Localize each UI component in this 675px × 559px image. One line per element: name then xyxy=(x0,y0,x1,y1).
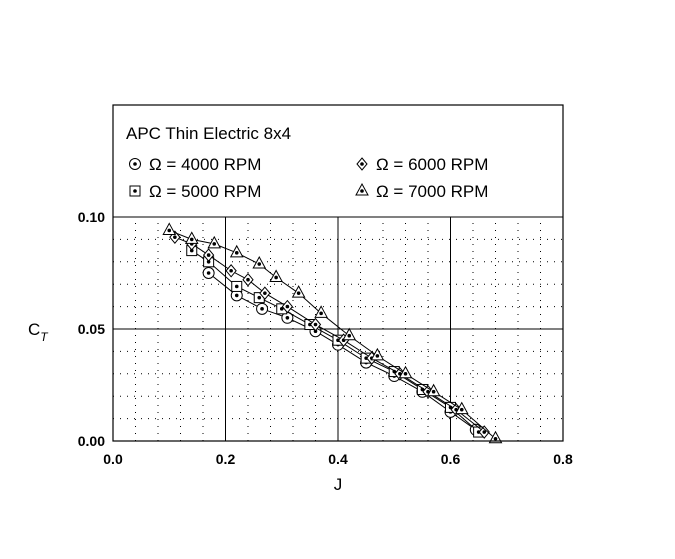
x-tick-label: 0.6 xyxy=(441,451,461,467)
y-tick-label: 0.10 xyxy=(78,209,105,225)
x-tick-label: 0.0 xyxy=(103,451,123,467)
marker-dot xyxy=(296,291,301,295)
y-tick-label: 0.00 xyxy=(78,433,105,449)
data-point-triangle xyxy=(454,401,469,415)
data-point-diamond xyxy=(356,157,368,171)
data-point-square xyxy=(231,280,243,292)
marker-dot xyxy=(246,277,250,282)
legend-box xyxy=(112,104,564,218)
data-point-circle xyxy=(281,311,294,324)
data-point-diamond xyxy=(281,299,294,314)
marker-dot xyxy=(360,189,364,193)
data-point-triangle xyxy=(207,235,222,249)
marker-dot xyxy=(212,242,217,246)
data-point-diamond xyxy=(309,317,322,332)
x-tick-label: 0.4 xyxy=(328,451,348,467)
marker-dot xyxy=(279,307,284,311)
legend-label: Ω = 6000 RPM xyxy=(376,155,488,174)
plot-frame xyxy=(112,104,564,442)
chart-title: APC Thin Electric 8x4 xyxy=(126,124,291,143)
data-point-triangle xyxy=(252,255,267,269)
marker-dot xyxy=(167,228,172,233)
data-point-diamond xyxy=(242,272,254,287)
marker-dot xyxy=(285,316,290,320)
marker-dot xyxy=(482,430,487,434)
y-axis-label: CT xyxy=(28,320,49,344)
series-line xyxy=(174,236,485,433)
marker-dot xyxy=(234,293,239,298)
data-point-triangle xyxy=(370,347,385,361)
data-point-diamond xyxy=(202,248,215,262)
marker-dot xyxy=(285,304,290,309)
data-point-diamond xyxy=(259,286,271,300)
legend: Ω = 4000 RPM Ω = 5000 RPM Ω = 6000 RPM Ω = … xyxy=(129,155,488,201)
series-circle xyxy=(202,267,482,436)
marker-dot xyxy=(189,237,194,242)
marker-dot xyxy=(133,162,137,166)
data-point-triangle xyxy=(184,231,199,244)
marker-dot xyxy=(459,407,464,412)
data-point-diamond xyxy=(478,425,490,439)
marker-dot xyxy=(431,389,436,394)
marker-dot xyxy=(360,162,364,166)
marker-dot xyxy=(375,354,380,358)
marker-dot xyxy=(403,372,408,376)
tick-labels: 0.0 0.2 0.4 0.6 0.8 0.00 0.05 0.10 xyxy=(78,209,573,467)
data-point-square xyxy=(129,185,141,197)
marker-dot xyxy=(347,333,352,338)
data-point-triangle xyxy=(291,285,306,298)
series-layer xyxy=(162,222,503,444)
data-point-diamond xyxy=(225,263,237,278)
marker-dot xyxy=(234,251,239,255)
data-point-triangle xyxy=(229,244,244,258)
data-point-circle xyxy=(129,158,141,170)
data-point-triangle xyxy=(355,182,369,196)
data-point-triangle xyxy=(162,222,177,235)
series-triangle xyxy=(162,222,503,444)
y-tick-label: 0.05 xyxy=(78,321,105,337)
marker-dot xyxy=(313,322,318,327)
data-point-circle xyxy=(256,302,269,315)
marker-dot xyxy=(263,291,267,295)
marker-dot xyxy=(257,262,262,266)
data-point-triangle xyxy=(269,269,283,282)
marker-dot xyxy=(260,307,264,311)
series-diamond xyxy=(169,230,490,439)
x-tick-label: 0.2 xyxy=(216,451,236,467)
marker-dot xyxy=(274,275,278,280)
data-point-triangle xyxy=(398,365,413,379)
marker-dot xyxy=(319,311,323,316)
data-point-triangle xyxy=(426,383,441,397)
marker-dot xyxy=(257,295,262,300)
legend-label: Ω = 7000 RPM xyxy=(376,182,488,201)
marker-dot xyxy=(493,436,498,441)
x-axis-label: J xyxy=(334,475,343,494)
data-point-circle xyxy=(202,267,215,279)
data-point-triangle xyxy=(488,430,503,444)
data-point-triangle xyxy=(342,327,357,341)
legend-label: Ω = 4000 RPM xyxy=(149,155,261,174)
marker-dot xyxy=(206,271,211,275)
marker-dot xyxy=(133,189,137,193)
x-tick-label: 0.8 xyxy=(553,451,573,467)
data-point-triangle xyxy=(314,305,328,318)
marker-dot xyxy=(173,235,177,239)
marker-dot xyxy=(229,268,233,273)
legend-label: Ω = 5000 RPM xyxy=(149,182,261,201)
marker-dot xyxy=(206,253,211,257)
marker-dot xyxy=(234,284,239,289)
